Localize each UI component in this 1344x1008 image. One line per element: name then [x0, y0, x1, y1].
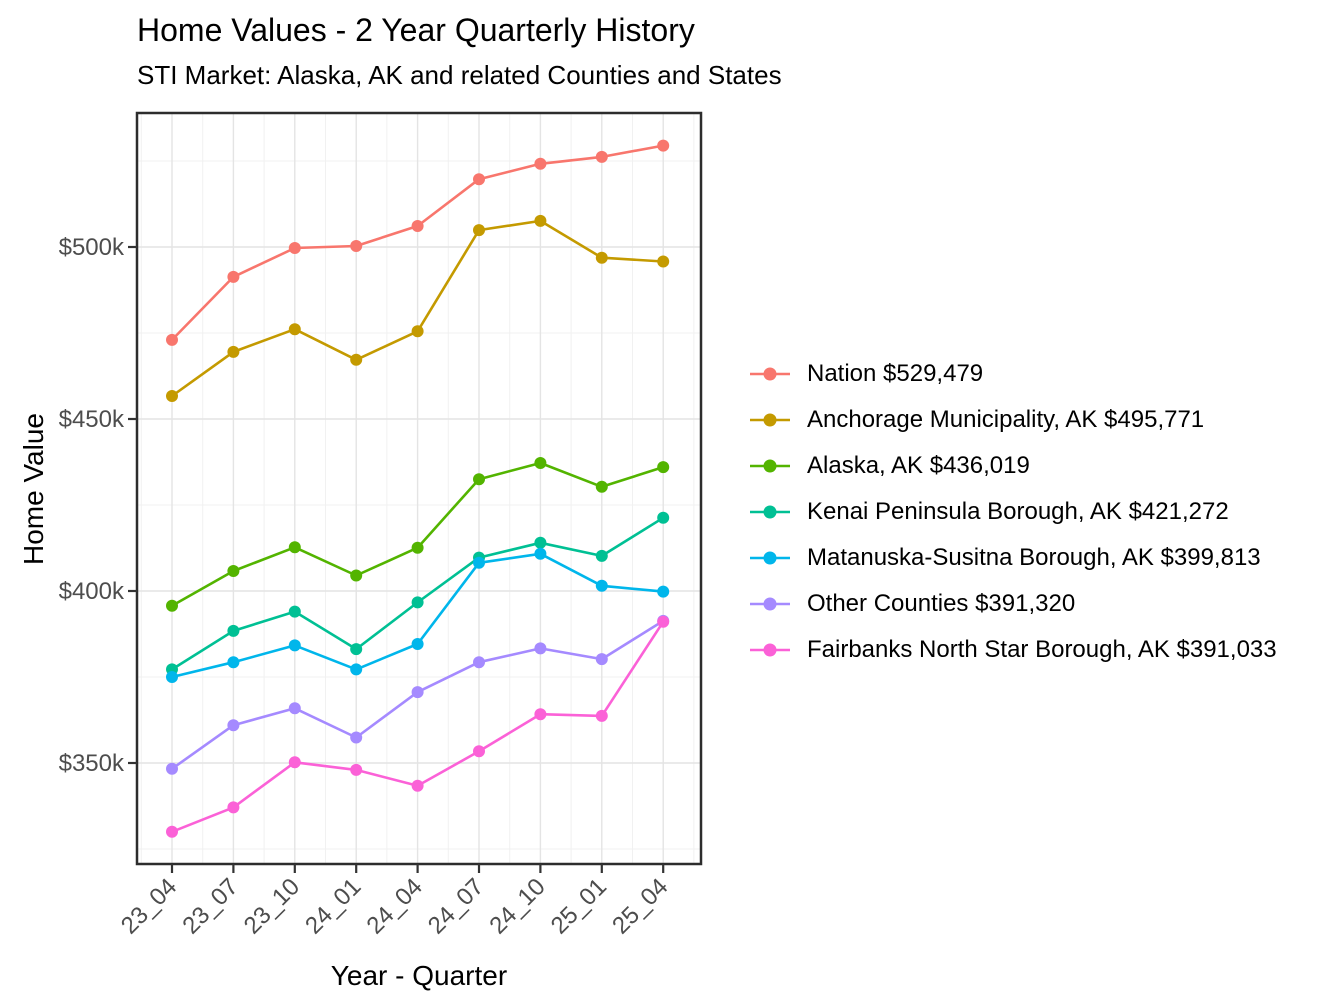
legend-key-icon — [750, 551, 790, 565]
svg-text:25_01: 25_01 — [546, 873, 612, 939]
svg-text:23_10: 23_10 — [239, 873, 305, 939]
legend-item: Kenai Peninsula Borough, AK $421,272 — [750, 489, 1277, 535]
legend-key-icon — [750, 367, 790, 381]
legend-item-label: Nation $529,479 — [807, 360, 984, 387]
chart-subtitle: STI Market: Alaska, AK and related Count… — [137, 60, 782, 90]
legend-item: Nation $529,479 — [750, 351, 1277, 397]
legend-item-label: Matanuska-Susitna Borough, AK $399,813 — [807, 544, 1261, 571]
svg-text:25_04: 25_04 — [607, 873, 673, 939]
svg-text:$450k: $450k — [59, 406, 125, 433]
svg-text:$400k: $400k — [59, 578, 125, 605]
svg-text:23_07: 23_07 — [177, 873, 243, 939]
legend-item: Fairbanks North Star Borough, AK $391,03… — [750, 627, 1277, 673]
y-axis-title: Home Value — [18, 413, 49, 566]
legend: Nation $529,479 Anchorage Municipality, … — [750, 351, 1277, 673]
svg-text:24_07: 24_07 — [423, 873, 489, 939]
legend-item: Other Counties $391,320 — [750, 581, 1277, 627]
x-axis-title: Year - Quarter — [330, 960, 508, 991]
legend-key-icon — [750, 459, 790, 473]
legend-item-label: Other Counties $391,320 — [807, 590, 1076, 617]
legend-item: Matanuska-Susitna Borough, AK $399,813 — [750, 535, 1277, 581]
svg-text:$350k: $350k — [59, 750, 125, 777]
chart-title: Home Values - 2 Year Quarterly History — [137, 12, 695, 48]
legend-item-label: Alaska, AK $436,019 — [807, 452, 1030, 479]
legend-item: Alaska, AK $436,019 — [750, 443, 1277, 489]
legend-item: Anchorage Municipality, AK $495,771 — [750, 397, 1277, 443]
legend-key-icon — [750, 413, 790, 427]
svg-text:24_10: 24_10 — [484, 873, 550, 939]
legend-key-icon — [750, 597, 790, 611]
legend-key-icon — [750, 643, 790, 657]
svg-text:24_01: 24_01 — [300, 873, 366, 939]
legend-key-icon — [750, 505, 790, 519]
legend-item-label: Fairbanks North Star Borough, AK $391,03… — [807, 636, 1277, 663]
legend-item-label: Kenai Peninsula Borough, AK $421,272 — [807, 498, 1229, 525]
svg-text:24_04: 24_04 — [362, 873, 428, 939]
legend-item-label: Anchorage Municipality, AK $495,771 — [807, 406, 1205, 433]
svg-text:23_04: 23_04 — [116, 873, 182, 939]
svg-text:$500k: $500k — [59, 234, 125, 261]
